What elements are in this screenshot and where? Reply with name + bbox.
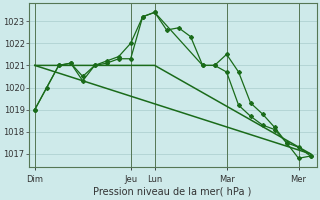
X-axis label: Pression niveau de la mer( hPa ): Pression niveau de la mer( hPa ) xyxy=(93,187,252,197)
